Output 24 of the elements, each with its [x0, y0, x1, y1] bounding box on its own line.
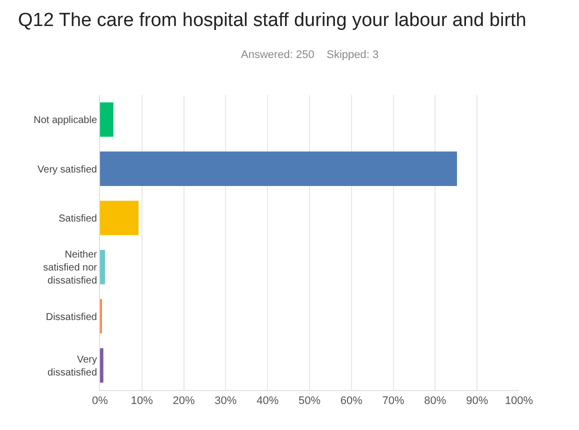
y-tick-label: Very satisfied — [38, 164, 97, 176]
x-tick-label: 70% — [382, 395, 405, 408]
x-tick-label: 50% — [298, 395, 321, 408]
bar — [100, 152, 457, 186]
y-tick-label: Very dissatisfied — [48, 354, 97, 378]
chart-subtitle: Answered: 250 Skipped: 3 — [241, 49, 379, 61]
bar — [100, 200, 139, 236]
bar — [100, 348, 104, 383]
x-tick-label: 30% — [214, 395, 237, 408]
x-tick-label: 100% — [504, 395, 534, 408]
x-tick-label: 60% — [340, 395, 363, 408]
y-tick-label: Not applicable — [34, 115, 98, 126]
y-tick-label: Satisfied — [58, 213, 97, 224]
y-tick-label: Neither satisfied nor dissatisfied — [43, 250, 98, 287]
bar — [100, 250, 106, 284]
x-tick-label: 90% — [466, 395, 488, 408]
bar — [100, 102, 114, 137]
x-tick-label: 10% — [130, 395, 154, 408]
chart-title: Q12 The care from hospital staff during your labour and birth — [18, 10, 526, 31]
x-tick-label: 0% — [92, 395, 108, 408]
y-tick-label: Dissatisfied — [46, 312, 97, 323]
x-tick-label: 80% — [424, 395, 446, 408]
x-tick-label: 20% — [172, 395, 196, 408]
x-tick-label: 40% — [256, 395, 279, 408]
